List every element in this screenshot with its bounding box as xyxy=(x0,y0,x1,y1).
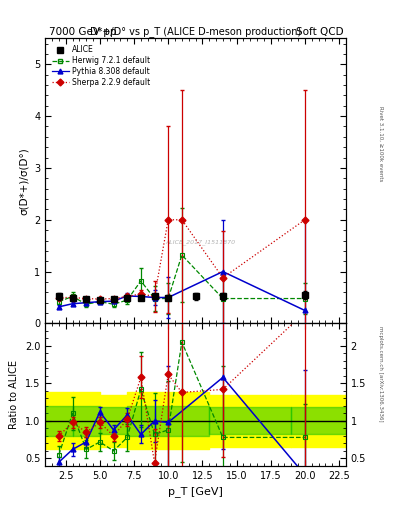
Text: mcplots.cern.ch [arXiv:1306.3436]: mcplots.cern.ch [arXiv:1306.3436] xyxy=(378,326,383,421)
Text: Soft QCD: Soft QCD xyxy=(296,27,344,37)
X-axis label: p_T [GeV]: p_T [GeV] xyxy=(168,486,223,497)
Title: D*+/D° vs p_T (ALICE D-meson production): D*+/D° vs p_T (ALICE D-meson production) xyxy=(90,26,301,37)
Y-axis label: σ(D*+)/σ(D°): σ(D*+)/σ(D°) xyxy=(18,147,29,215)
Y-axis label: Ratio to ALICE: Ratio to ALICE xyxy=(9,360,19,429)
Legend: ALICE, Herwig 7.2.1 default, Pythia 8.308 default, Sherpa 2.2.9 default: ALICE, Herwig 7.2.1 default, Pythia 8.30… xyxy=(49,42,153,90)
Text: Rivet 3.1.10, ≥100k events: Rivet 3.1.10, ≥100k events xyxy=(378,105,383,181)
Text: ALICE_2017_I1511870: ALICE_2017_I1511870 xyxy=(165,240,235,245)
Text: 7000 GeV pp: 7000 GeV pp xyxy=(49,27,117,37)
